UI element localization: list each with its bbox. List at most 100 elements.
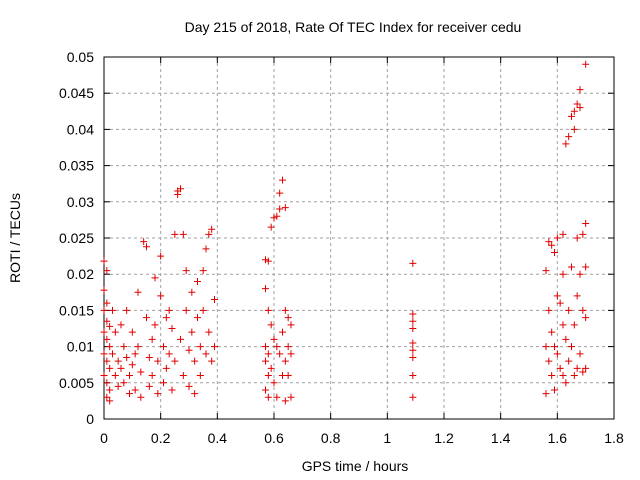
data-point [145, 382, 153, 390]
data-point [188, 288, 196, 296]
data-point [281, 357, 289, 365]
data-point [114, 382, 122, 390]
data-point [556, 299, 564, 307]
data-point [157, 292, 165, 300]
data-point [100, 372, 108, 380]
data-point [267, 321, 275, 329]
data-point [264, 372, 272, 380]
data-point [100, 286, 108, 294]
data-point [202, 245, 210, 253]
data-point [128, 328, 136, 336]
data-point [123, 353, 131, 361]
data-point [568, 343, 575, 351]
data-point [120, 379, 128, 387]
data-point [168, 386, 176, 394]
data-point [270, 335, 278, 343]
data-point [576, 86, 584, 94]
data-point [109, 306, 116, 314]
data-point [131, 386, 139, 394]
y-tick-label: 0.03 [67, 194, 94, 210]
data-point [281, 306, 289, 314]
data-point [559, 230, 567, 238]
data-point [111, 328, 119, 336]
data-point [287, 393, 295, 401]
data-point [111, 372, 119, 380]
data-point [276, 205, 284, 213]
data-point [126, 390, 133, 398]
x-tick-label: 0.2 [151, 430, 171, 446]
data-point [188, 328, 196, 336]
data-point [579, 368, 587, 376]
data-point [267, 364, 275, 372]
y-tick-label: 0.045 [59, 85, 94, 101]
data-point [106, 364, 114, 372]
data-point [264, 350, 272, 358]
data-point [128, 361, 136, 369]
data-point [573, 100, 581, 108]
data-point [103, 357, 111, 365]
data-point [582, 263, 590, 271]
data-point [179, 372, 187, 380]
chart-title: Day 215 of 2018, Rate Of TEC Index for r… [185, 19, 522, 35]
y-tick-label: 0.015 [59, 302, 94, 318]
data-point [576, 104, 584, 112]
data-point [106, 343, 114, 351]
data-point [553, 350, 561, 358]
data-point [154, 390, 162, 398]
data-point [570, 107, 578, 115]
data-point [185, 346, 193, 354]
data-point [548, 372, 556, 380]
data-point [134, 343, 142, 351]
y-tick-label: 0.005 [59, 375, 94, 391]
data-point [106, 322, 114, 330]
data-point [582, 220, 590, 228]
data-point [284, 314, 292, 322]
data-point [551, 386, 558, 394]
y-tick-label: 0.025 [59, 230, 94, 246]
data-point [165, 350, 173, 358]
data-point [542, 267, 550, 275]
data-point [109, 350, 116, 358]
data-point [182, 306, 190, 314]
data-point [545, 357, 553, 365]
x-tick-label: 0.8 [321, 430, 341, 446]
data-point [196, 372, 204, 380]
data-point [154, 357, 162, 365]
data-point [551, 248, 558, 256]
data-point [279, 176, 286, 184]
data-point [114, 357, 122, 365]
data-point [281, 204, 289, 212]
data-point [409, 372, 417, 380]
data-point [103, 317, 111, 325]
data-point [562, 140, 570, 148]
data-point [582, 364, 590, 372]
data-point [196, 343, 204, 351]
data-point [559, 270, 567, 278]
data-point [279, 328, 286, 336]
y-tick-label: 0.05 [67, 49, 94, 65]
data-point [120, 343, 128, 351]
axis-ticks: 0 0.005 0.01 0.015 0.02 0.025 0.03 0.035 0.04 0.0… [59, 49, 624, 446]
data-point [162, 314, 170, 322]
data-point [565, 306, 573, 314]
y-tick-label: 0 [86, 411, 94, 427]
y-tick-label: 0.02 [67, 266, 94, 282]
data-point [565, 133, 573, 141]
data-point [576, 350, 584, 358]
data-point [264, 306, 272, 314]
data-point [262, 386, 269, 394]
data-point [117, 364, 125, 372]
data-point [542, 390, 550, 398]
data-point [202, 350, 210, 358]
data-point [262, 343, 269, 351]
data-point [542, 343, 550, 351]
data-point [123, 306, 131, 314]
data-point [148, 335, 156, 343]
data-point [205, 328, 213, 336]
data-point [117, 321, 125, 329]
data-point [409, 393, 417, 401]
data-point [162, 364, 170, 372]
data-point [100, 328, 108, 336]
data-point [409, 339, 417, 347]
